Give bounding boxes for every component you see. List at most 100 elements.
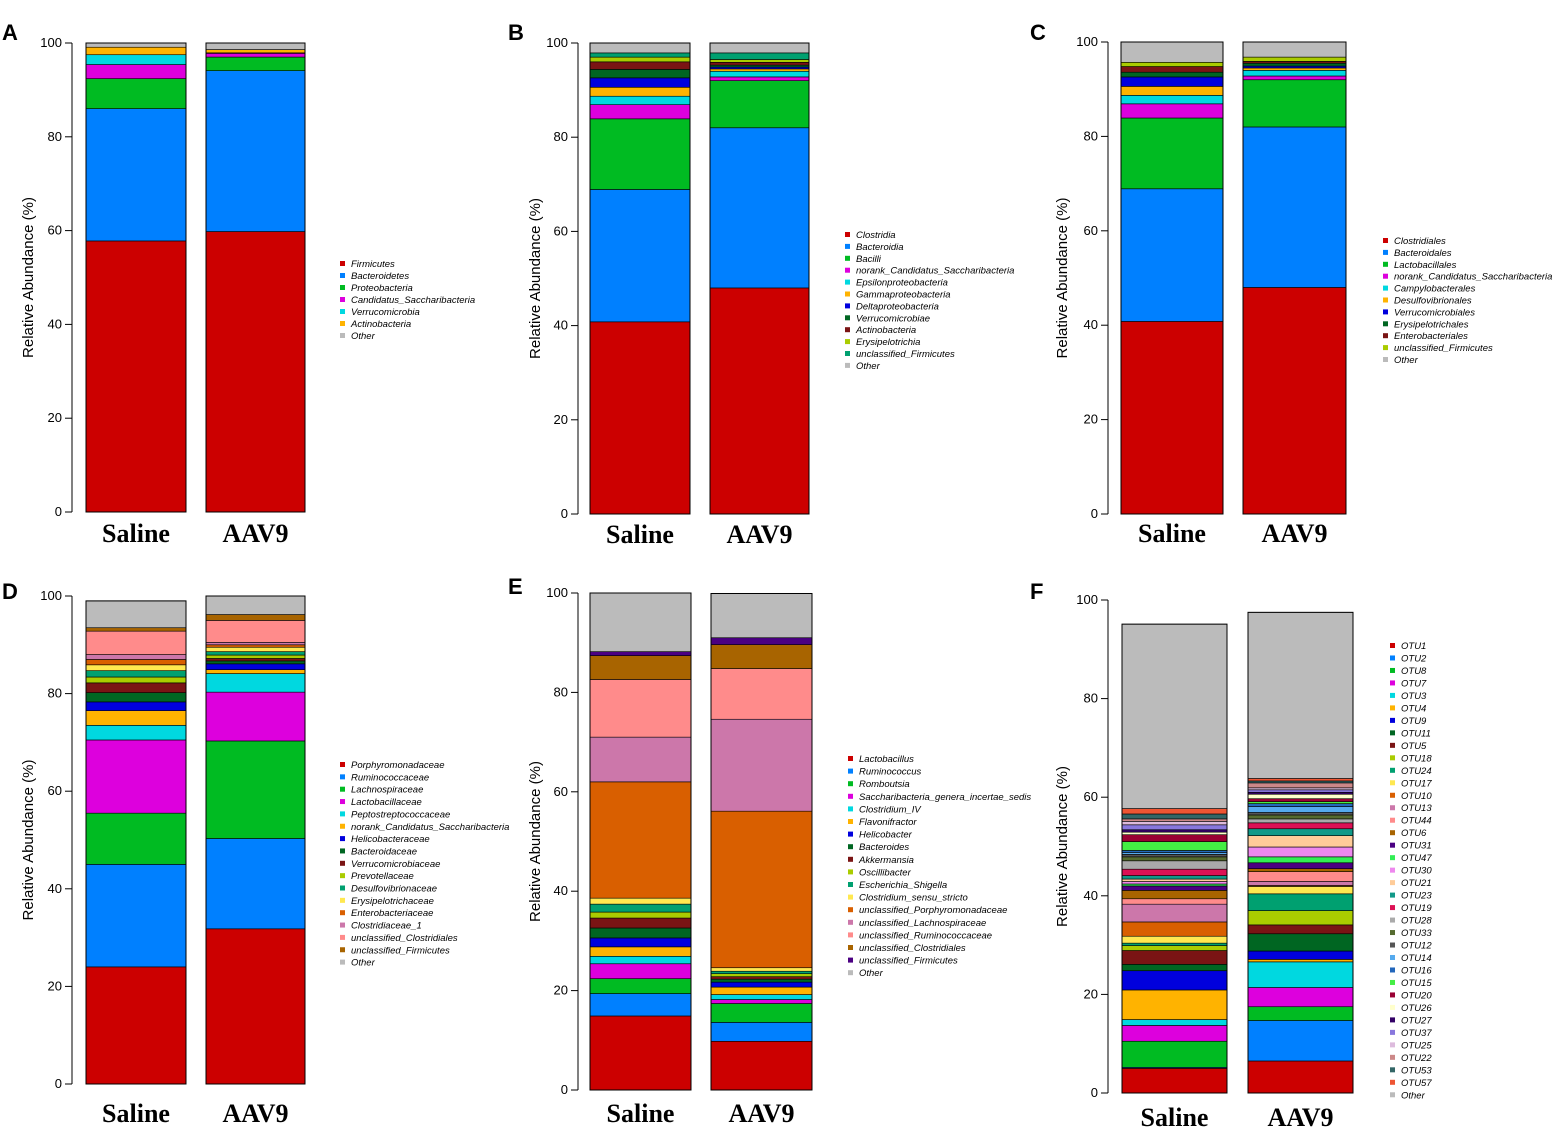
legend-swatch [1390, 930, 1395, 936]
bar-segment-Proteobacteria [85, 78, 187, 109]
y-tick-label: 80 [1084, 128, 1098, 143]
bar-segment-Erysipelotrichales [1120, 71, 1224, 78]
bar-segment-Other [709, 42, 810, 54]
legend-swatch [848, 831, 853, 837]
legend-swatch [340, 947, 345, 953]
legend-label: Bacteroides [859, 842, 909, 853]
panel-letter: B [508, 20, 524, 45]
y-tick-label: 20 [1084, 412, 1098, 427]
legend-label: Porphyromonadaceae [351, 760, 444, 771]
legend-swatch [1390, 880, 1395, 886]
bar-segment-Clostridium_sensu_stricto [710, 967, 813, 972]
bar-segment-Other [1242, 41, 1347, 58]
bar-segment-Other [710, 593, 813, 639]
bar-segment-OTU17 [1247, 886, 1354, 895]
bar-segment-Erysipelotrichaceae [205, 646, 306, 652]
bar-segment-OTU8 [1121, 1040, 1228, 1068]
legend-label: Bacteroidales [1394, 248, 1452, 259]
legend-swatch [848, 819, 853, 824]
legend-label: unclassified_Clostridiales [351, 933, 458, 944]
x-category-label: AAV9 [1268, 1103, 1334, 1129]
bar-segment-OTU17 [1121, 935, 1228, 944]
x-category-label: AAV9 [727, 520, 793, 549]
legend-label: Gammaproteobacteria [856, 290, 951, 301]
legend-swatch [340, 897, 345, 903]
bar-segment-unclassified_Firmicutes [205, 614, 306, 621]
legend-label: unclassified_Firmicutes [856, 349, 955, 360]
legend-label: Actinobacteria [855, 325, 916, 336]
legend-label: Other [856, 361, 881, 372]
legend-swatch [340, 848, 345, 854]
legend-label: Clostridiales [1394, 236, 1446, 247]
y-tick-label: 100 [1076, 34, 1098, 49]
legend-label: Clostridiaceae_1 [351, 921, 422, 932]
legend-label: unclassified_Clostridiales [859, 943, 966, 954]
legend-label: norank_Candidatus_Saccharibacteria [351, 822, 509, 833]
legend-label: OTU4 [1401, 703, 1426, 714]
legend-swatch [340, 261, 345, 266]
bar-segment-Other [85, 42, 187, 48]
y-tick-label: 40 [1084, 317, 1098, 332]
y-tick-label: 0 [1091, 506, 1098, 521]
legend-swatch [340, 297, 345, 302]
bar-segment-Deltaproteobacteria [589, 77, 691, 88]
legend-swatch [1390, 905, 1395, 911]
legend-label: OTU13 [1401, 803, 1432, 814]
y-tick-label: 100 [40, 35, 62, 50]
legend-label: OTU22 [1401, 1053, 1432, 1064]
bar-segment-OTU11 [1121, 964, 1228, 972]
bar-segment-OTU21 [1247, 835, 1354, 848]
legend-swatch [845, 255, 850, 261]
legend: ClostridialesBacteroidalesLactobacillale… [1383, 236, 1552, 366]
bar-segment-OTU57 [1247, 778, 1354, 782]
bar-segment-Lachnospiraceae [205, 740, 306, 839]
bar-segment-OTU57 [1121, 808, 1228, 815]
legend-label: OTU21 [1401, 878, 1432, 889]
legend-label: Erysipelotrichales [1394, 319, 1469, 330]
y-axis-label: Relative Abundance (%) [1054, 766, 1071, 927]
bar-segment-OTU24 [1121, 942, 1228, 946]
bar-segment-OTU44 [1247, 871, 1354, 882]
legend-swatch [848, 970, 853, 976]
bar-segment-Actinobacteria [85, 46, 187, 56]
bar-segment-OTU37 [1121, 824, 1228, 831]
bar-segment-unclassified_Clostridiales [85, 630, 187, 655]
y-tick-label: 0 [561, 1082, 568, 1097]
legend-swatch [1390, 742, 1395, 748]
bar-segment-Firmicutes [205, 231, 306, 513]
y-tick-label: 80 [1084, 691, 1098, 706]
legend-label: Erysipelotrichia [856, 337, 920, 348]
bar-segment-OTU12 [1247, 812, 1354, 816]
bar-segment-Oscillibacter [710, 973, 813, 977]
legend-swatch [1390, 817, 1395, 823]
bar-segment-Proteobacteria [205, 56, 306, 71]
bar-segment-Prevotellaceae [85, 676, 187, 684]
bar-segment-Other [205, 595, 306, 615]
legend-swatch [1390, 842, 1395, 848]
bar-segment-Candidatus_Saccharibacteria [205, 53, 306, 58]
legend-swatch [340, 321, 345, 326]
legend-swatch [848, 806, 853, 812]
legend-label: OTU33 [1401, 928, 1432, 939]
legend-swatch [1390, 1067, 1395, 1073]
bar-segment-Romboutsia [710, 1003, 813, 1023]
bar-segment-Desulfovibrionaceae [85, 670, 187, 678]
legend-swatch [1390, 730, 1395, 736]
legend-label: Candidatus_Saccharibacteria [351, 295, 475, 306]
bar-segment-Helicobacter [589, 937, 692, 948]
bar-segment-Lactobacillales [1242, 79, 1347, 128]
y-tick-label: 40 [1084, 888, 1098, 903]
legend-swatch [1390, 692, 1395, 698]
bar-segment-OTU28 [1121, 860, 1228, 870]
bar-segment-Clostridiales [1120, 321, 1224, 515]
bar-segment-Saccharibacteria_genera_incertae_sedis [589, 963, 692, 979]
y-axis-label: Relative Abundance (%) [20, 760, 37, 921]
bar-segment-Flavonifractor [589, 946, 692, 957]
bar-segment-Clostridium_sensu_stricto [589, 897, 692, 905]
bar-outline [589, 42, 691, 515]
bar-segment-Escherichia_Shigella [710, 970, 813, 975]
bar-segment-Bacteroidales [1120, 188, 1224, 322]
legend-swatch [1383, 261, 1388, 267]
bar-outline [205, 42, 306, 513]
bar-segment-unclassified_Ruminococcaceae [589, 679, 692, 738]
